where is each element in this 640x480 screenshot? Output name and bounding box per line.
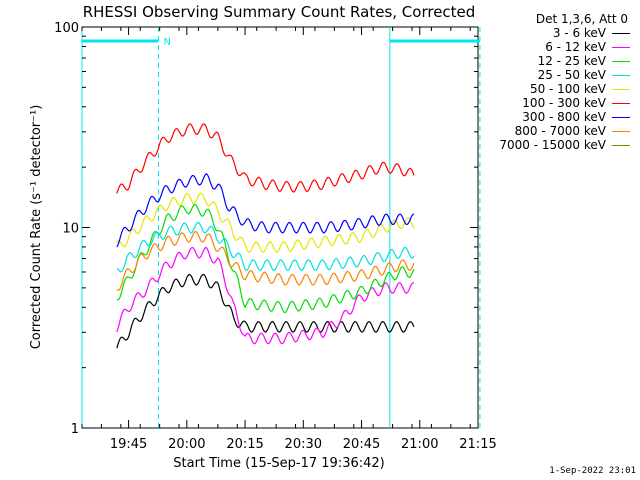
chart-title: RHESSI Observing Summary Count Rates, Co…	[83, 3, 476, 21]
legend-entry: 800 - 7000 keV	[482, 124, 632, 138]
series-line-0	[116, 273, 415, 349]
axis-ticks: 1 10 100 19:45 20:00 20:15 20:30 20:45 21:00 21:1…	[54, 21, 497, 452]
series-line-6	[116, 173, 415, 248]
legend-label: 300 - 800 keV	[522, 110, 606, 124]
legend-label: 12 - 25 keV	[537, 54, 606, 68]
x-tick-label: 19:45	[110, 437, 147, 452]
legend-entry: 6 - 12 keV	[482, 40, 632, 54]
legend-label: 3 - 6 keV	[552, 26, 606, 40]
series-line-5	[116, 123, 415, 194]
legend-label: 100 - 300 keV	[522, 96, 606, 110]
legend-swatch	[612, 116, 630, 118]
series-line-4	[116, 192, 415, 253]
legend: Det 1,3,6, Att 0 3 - 6 keV 6 - 12 keV 12 -…	[482, 12, 632, 152]
x-tick-label: 21:00	[401, 437, 438, 452]
legend-entry: 50 - 100 keV	[482, 82, 632, 96]
orbit-markers: N	[81, 27, 481, 428]
legend-swatch	[612, 60, 630, 62]
legend-entry: 3 - 6 keV	[482, 26, 632, 40]
y-axis-label: Corrected Count Rate (s⁻¹ detector⁻¹)	[29, 105, 44, 350]
x-tick-label: 20:15	[226, 437, 263, 452]
y-tick-label: 10	[62, 222, 79, 237]
legend-label: 25 - 50 keV	[537, 68, 606, 82]
x-tick-label: 21:15	[459, 437, 496, 452]
legend-label: 6 - 12 keV	[545, 40, 606, 54]
series-line-2	[116, 203, 415, 314]
legend-swatch	[612, 130, 630, 132]
legend-entry: 100 - 300 keV	[482, 96, 632, 110]
night-bar-label: N	[163, 37, 170, 48]
x-tick-label: 20:30	[285, 437, 322, 452]
legend-swatch	[612, 32, 630, 34]
legend-swatch	[612, 102, 630, 104]
series-line-1	[116, 246, 415, 345]
x-axis-label: Start Time (15-Sep-17 19:36:42)	[173, 456, 384, 471]
legend-entry: 12 - 25 keV	[482, 54, 632, 68]
legend-label: 800 - 7000 keV	[514, 124, 606, 138]
series-line-7	[116, 230, 415, 291]
series-line-3	[116, 221, 415, 273]
legend-entries: 3 - 6 keV 6 - 12 keV 12 - 25 keV 25 - 50 ke…	[482, 26, 632, 152]
legend-title: Det 1,3,6, Att 0	[535, 12, 628, 26]
y-tick-label: 1	[71, 422, 79, 437]
legend-label: 50 - 100 keV	[529, 82, 606, 96]
y-tick-label: 100	[54, 21, 79, 36]
legend-swatch	[612, 88, 630, 90]
legend-entry: 7000 - 15000 keV	[482, 138, 632, 152]
legend-swatch	[612, 144, 630, 146]
series-lines	[116, 123, 415, 349]
x-tick-label: 20:45	[343, 437, 380, 452]
legend-label: 7000 - 15000 keV	[499, 138, 606, 152]
legend-entry: 25 - 50 keV	[482, 68, 632, 82]
legend-entry: 300 - 800 keV	[482, 110, 632, 124]
generation-date: 1-Sep-2022 23:01	[549, 466, 636, 476]
x-tick-label: 20:00	[168, 437, 205, 452]
legend-swatch	[612, 46, 630, 48]
legend-swatch	[612, 74, 630, 76]
